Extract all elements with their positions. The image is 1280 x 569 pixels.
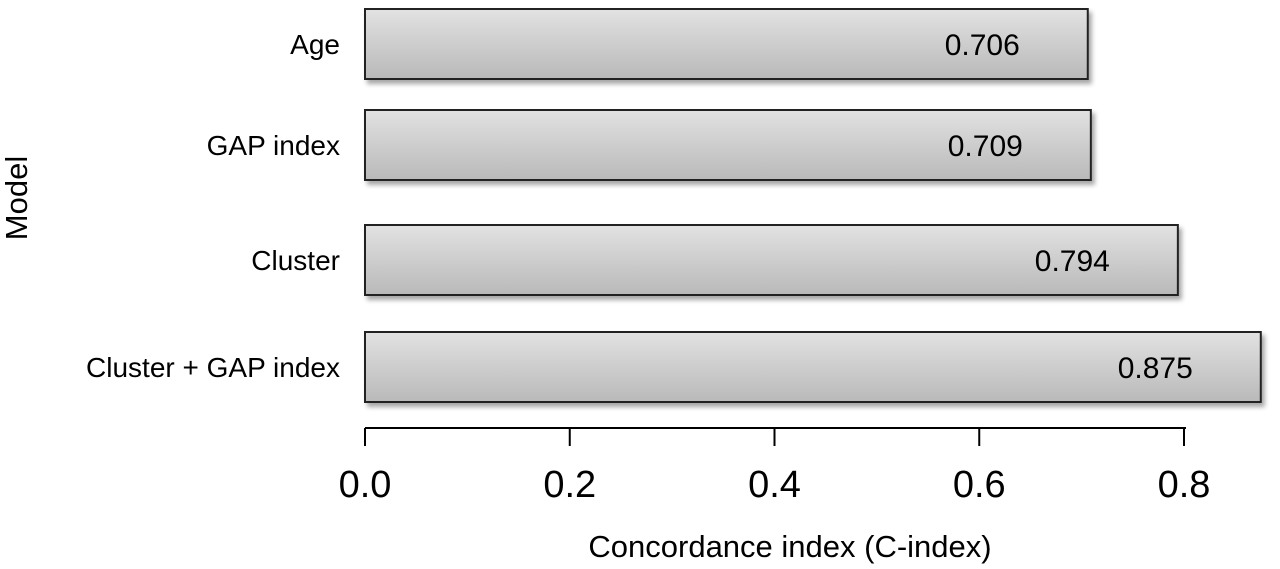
x-tick-label: 0.2 xyxy=(543,464,596,506)
bar-age xyxy=(364,8,1089,80)
value-label: 0.706 xyxy=(945,29,1020,62)
value-label: 0.709 xyxy=(948,130,1023,163)
category-label: Cluster xyxy=(251,245,340,276)
category-label: Cluster + GAP index xyxy=(86,352,340,383)
bar-cluster-gap-index xyxy=(364,331,1262,403)
x-axis: 0.0 0.2 0.4 0.6 0.8 xyxy=(339,427,1211,506)
x-tick-label: 0.8 xyxy=(1158,464,1211,506)
category-labels: Age GAP index Cluster Cluster + GAP index xyxy=(86,29,340,383)
value-label: 0.794 xyxy=(1035,245,1110,278)
x-tick-label: 0.0 xyxy=(339,464,392,506)
value-labels: 0.706 0.709 0.794 0.875 xyxy=(945,29,1193,385)
bar-gap-index xyxy=(364,109,1092,181)
x-tick-label: 0.6 xyxy=(953,464,1006,506)
category-label: Age xyxy=(290,29,340,60)
category-label: GAP index xyxy=(207,130,340,161)
value-label: 0.875 xyxy=(1118,352,1193,385)
y-axis-title: Model xyxy=(0,156,34,240)
x-ticks: 0.0 0.2 0.4 0.6 0.8 xyxy=(339,428,1211,506)
bar-cluster xyxy=(364,224,1179,296)
bars-group xyxy=(364,8,1262,403)
x-tick-label: 0.4 xyxy=(748,464,801,506)
x-axis-title: Concordance index (C-index) xyxy=(588,529,991,564)
